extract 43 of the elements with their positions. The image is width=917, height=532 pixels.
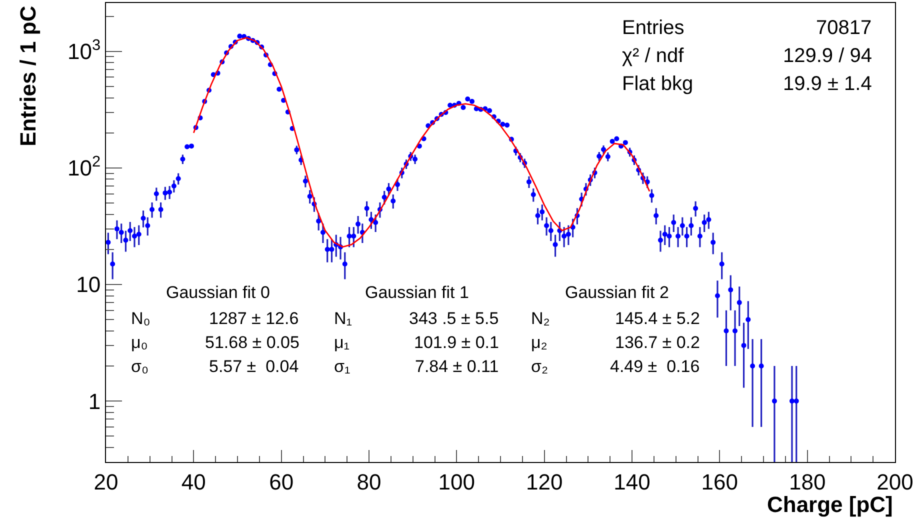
annotation: σ₂ <box>531 357 548 376</box>
x-axis-title: Charge [pC] <box>767 492 893 517</box>
annotation: 19.9 ± 1.4 <box>783 73 872 95</box>
annotation: 145.4 ± 5.2 <box>615 309 700 328</box>
y-axis-title: Entries / 1 pC <box>15 6 40 146</box>
x-tick-label: 200 <box>876 469 914 494</box>
x-tick-label: 160 <box>701 469 738 494</box>
annotation: σ₁ <box>334 357 350 376</box>
annotation: χ² / ndf <box>622 45 684 67</box>
annotation: 1287 ± 12.6 <box>209 309 299 328</box>
annotation: 4.49 ± 0.16 <box>610 357 700 376</box>
annotation: 70817 <box>816 17 872 39</box>
x-tick-label: 40 <box>181 469 206 494</box>
annotation: N₀ <box>131 309 150 328</box>
annotation: Entries <box>622 17 684 39</box>
x-tick-label: 80 <box>356 469 382 494</box>
annotation: Gaussian fit 2 <box>565 283 669 302</box>
annotation: Gaussian fit 0 <box>166 283 270 302</box>
x-tick-label: 120 <box>526 469 563 494</box>
annotation: 51.68 ± 0.05 <box>205 333 300 352</box>
annotation: 136.7 ± 0.2 <box>615 333 700 352</box>
x-tick-label: 140 <box>614 469 650 494</box>
x-tick-label: 60 <box>269 469 294 494</box>
annotation: μ₀ <box>131 333 148 352</box>
annotation: N₁ <box>334 309 352 328</box>
annotation: N₂ <box>531 309 550 328</box>
x-tick-label: 100 <box>438 469 476 494</box>
annotation: 343 .5 ± 5.5 <box>409 309 499 328</box>
y-tick-label: 10$^{3}$ <box>68 36 101 64</box>
annotation: 5.57 ± 0.04 <box>209 357 299 376</box>
x-tick-label: 180 <box>788 469 826 494</box>
annotation: 129.9 / 94 <box>783 45 872 67</box>
annotation: μ₂ <box>531 333 548 352</box>
annotation: Flat bkg <box>622 73 694 95</box>
x-tick-label: 20 <box>94 469 118 494</box>
y-tick-label: 1 <box>88 388 101 414</box>
y-tick-label: 10 <box>76 272 101 298</box>
y-tick-label: 10$^{2}$ <box>68 153 101 181</box>
annotation: 101.9 ± 0.1 <box>414 333 499 352</box>
annotation: σ₀ <box>131 357 149 376</box>
annotation: μ₁ <box>334 333 350 352</box>
annotation: Gaussian fit 1 <box>365 283 469 302</box>
annotation: 7.84 ± 0.11 <box>415 357 499 376</box>
